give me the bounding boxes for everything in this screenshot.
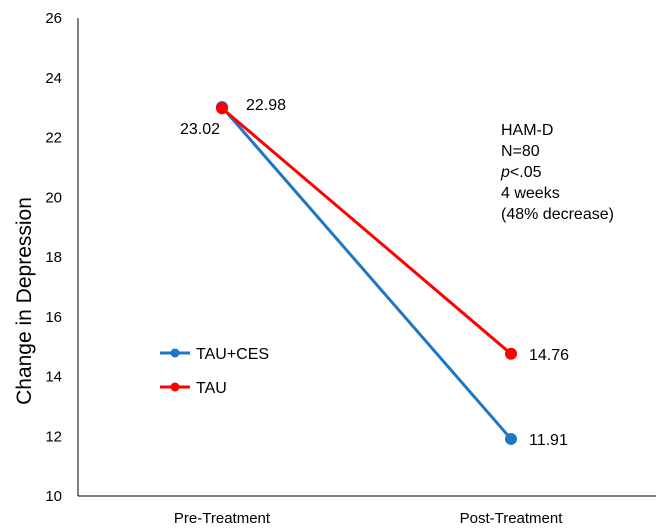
data-label-tau-1: 22.98 [246, 97, 286, 114]
data-point-tau-ces-2 [505, 432, 517, 445]
x-axis-ticks: Pre-Treatment Post-Treatment [174, 510, 563, 527]
annotation-p-value: p<.05 [501, 162, 614, 183]
chart-annotation: HAM-D N=80 p<.05 4 weeks (48% decrease) [501, 120, 614, 225]
data-point-tau-2 [505, 347, 517, 360]
annotation-p-rest: <.05 [509, 164, 542, 181]
legend-marker-tau [170, 382, 180, 392]
y-axis-ticks: 10 12 14 16 18 20 22 24 26 [45, 10, 62, 505]
y-tick-label-12: 12 [45, 428, 62, 445]
data-label-tau-ces-1: 23.02 [180, 121, 220, 138]
y-tick-label-14: 14 [45, 369, 62, 386]
legend-marker-tau-ces [170, 348, 180, 358]
series-line-tau-ces [220, 106, 513, 440]
x-tick-label-2: Post-Treatment [460, 510, 564, 527]
legend-label-tau-ces: TAU+CES [196, 346, 269, 363]
y-tick-label-24: 24 [45, 70, 62, 87]
series-layer: 23.02 11.91 22.98 14.76 [180, 97, 569, 449]
data-label-tau-ces-2: 11.91 [529, 432, 568, 449]
annotation-duration: 4 weeks [501, 185, 560, 202]
y-tick-label-16: 16 [45, 309, 62, 326]
y-axis-title: Change in Depression [13, 197, 36, 405]
annotation-measure: HAM-D [501, 122, 554, 139]
series-line-tau [221, 107, 512, 355]
data-label-tau-2: 14.76 [529, 347, 569, 364]
x-tick-label-1: Pre-Treatment [174, 510, 271, 527]
y-tick-label-20: 20 [45, 189, 62, 206]
y-tick-label-22: 22 [45, 130, 62, 147]
legend: TAU+CES TAU [160, 346, 269, 397]
annotation-sample: N=80 [501, 143, 540, 160]
annotation-decrease: (48% decrease) [501, 206, 614, 223]
data-point-tau-1 [216, 102, 228, 115]
y-tick-label-18: 18 [45, 249, 62, 266]
y-tick-label-26: 26 [45, 10, 62, 27]
annotation-p-symbol: p [501, 164, 510, 181]
legend-label-tau: TAU [196, 380, 227, 397]
y-tick-label-10: 10 [45, 488, 62, 505]
